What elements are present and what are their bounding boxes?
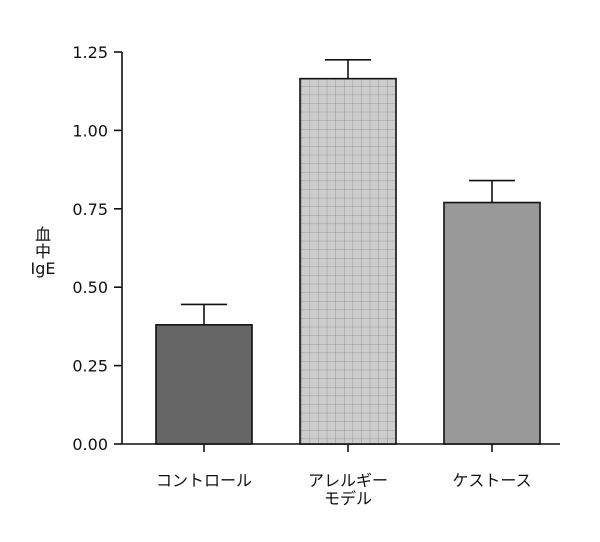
category-label: アレルギー [308, 471, 388, 490]
y-tick-label: 0.00 [72, 435, 108, 454]
y-axis-label-line: 血 [35, 225, 51, 244]
category-label: モデル [324, 489, 372, 508]
y-tick-label: 0.50 [72, 278, 108, 297]
error-bars [181, 59, 515, 325]
x-axis [122, 443, 560, 452]
y-axis-label-line: IgE [31, 259, 56, 278]
y-tick-label: 0.75 [72, 200, 108, 219]
y-axis-label-line: 中 [35, 242, 51, 261]
y-tick-label: 1.00 [72, 121, 108, 140]
bars [155, 77, 541, 445]
category-label: ケストース [452, 471, 531, 490]
category-label: コントロール [156, 471, 252, 490]
y-tick-label: 0.25 [72, 357, 108, 376]
bar [155, 324, 253, 445]
bar [443, 201, 541, 445]
y-axis: 0.00 0.25 0.50 0.75 1.00 1.25 [72, 43, 123, 454]
y-tick-label: 1.25 [72, 43, 108, 62]
bar [299, 77, 397, 445]
